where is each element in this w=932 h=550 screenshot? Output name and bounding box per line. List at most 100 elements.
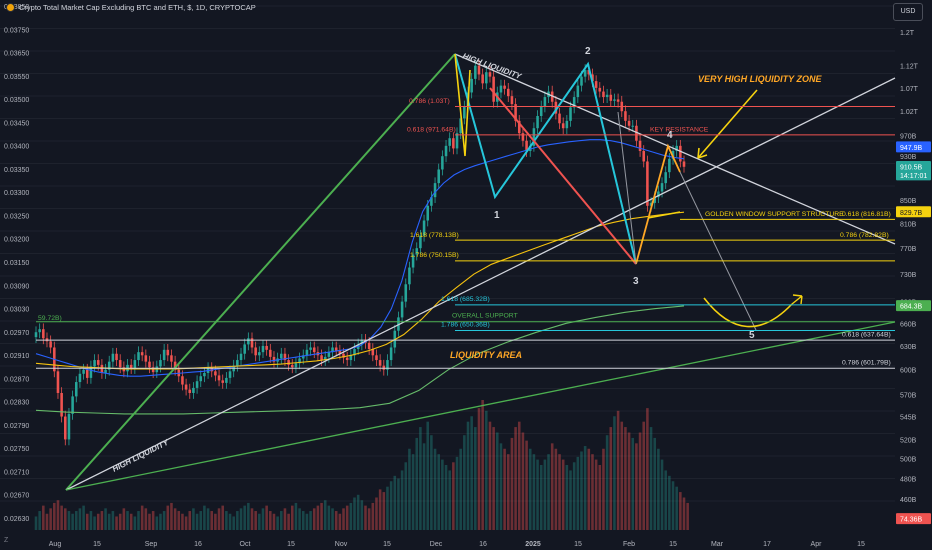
left-axis-tick: 0.03030 xyxy=(4,307,29,314)
moving-averages xyxy=(35,139,685,415)
price-badge xyxy=(896,169,931,181)
candle-body xyxy=(133,360,137,369)
candle-body xyxy=(265,345,268,350)
level-label: 1.786 (750.15B) xyxy=(410,252,459,259)
volume-bar xyxy=(572,462,576,530)
candle-body xyxy=(514,104,517,121)
volume-bar xyxy=(312,508,316,530)
volume-bar xyxy=(184,516,188,530)
volume-bar xyxy=(455,456,459,530)
sma-yellow-line xyxy=(35,211,685,370)
volume-bar xyxy=(506,454,510,530)
volume-bar xyxy=(232,516,235,530)
volume-bar xyxy=(400,470,404,530)
candle-body xyxy=(42,329,45,339)
volume-bar xyxy=(225,511,228,530)
annotation-label: LIQUIDITY AREA xyxy=(450,350,522,360)
x-axis-tick: 17 xyxy=(763,541,771,548)
left-axis-tick: 0.02910 xyxy=(4,353,29,360)
left-axis-tick: 0.03850 xyxy=(4,4,29,11)
candle-body xyxy=(598,87,602,92)
price-badge xyxy=(896,513,931,525)
candle-body xyxy=(129,364,133,369)
candle-body xyxy=(305,349,309,356)
volume-bar xyxy=(463,435,466,530)
right-axis-tick: 1.2T xyxy=(900,30,915,37)
candle-body xyxy=(444,145,448,157)
level-label: 0.786 (1.03T) xyxy=(409,98,450,105)
candle-body xyxy=(367,342,371,350)
candle-body xyxy=(415,248,419,255)
volume-bar xyxy=(569,470,572,530)
volume-bar xyxy=(265,505,268,530)
volume-bar xyxy=(301,511,305,530)
x-axis-tick: 15 xyxy=(669,541,677,548)
volume-bar xyxy=(349,502,353,530)
symbol-icon xyxy=(6,3,15,12)
annotation-label: HIGH LIQUIDITY xyxy=(461,51,523,81)
volume-bar xyxy=(430,435,433,530)
candle-body xyxy=(521,133,525,141)
volume-bar xyxy=(419,427,422,530)
volume-bar xyxy=(646,408,649,530)
right-axis-tick: 730B xyxy=(900,272,917,279)
candle-body xyxy=(89,366,93,378)
candle-body xyxy=(221,380,224,383)
volume-bar xyxy=(294,502,298,530)
x-axis-tick: 15 xyxy=(574,541,582,548)
x-axis-tick: Dec xyxy=(430,541,443,548)
candle-body xyxy=(679,145,682,162)
currency-button[interactable]: USD xyxy=(893,3,923,21)
candle-body xyxy=(100,364,104,373)
candle-body xyxy=(225,377,228,383)
resistance-trendline xyxy=(454,53,896,245)
volume-bar xyxy=(452,462,455,530)
candle-body xyxy=(602,91,605,98)
volume-bar xyxy=(466,421,470,530)
right-axis-tick: 480B xyxy=(900,476,917,483)
candle-body xyxy=(166,349,170,356)
price-badge xyxy=(896,300,931,312)
candle-body xyxy=(49,341,52,348)
candle-body xyxy=(576,85,580,98)
volume-bar xyxy=(488,421,492,530)
candle-body xyxy=(627,120,631,126)
candle-body xyxy=(587,70,591,75)
x-axis-tick: 16 xyxy=(194,541,202,548)
volume-bar xyxy=(408,448,411,530)
left-axis-tick: 0.03250 xyxy=(4,213,29,220)
volume-bar xyxy=(627,432,631,530)
candle-body xyxy=(411,254,415,268)
candle-body xyxy=(195,381,199,388)
chart-drawings xyxy=(65,53,896,491)
candle-body xyxy=(510,96,514,105)
volume-bar xyxy=(474,427,477,530)
candle-body xyxy=(269,349,272,357)
right-axis-tick: 520B xyxy=(900,437,917,444)
volume-bar xyxy=(554,448,558,530)
price-badge-label: 910.5B xyxy=(900,165,923,172)
volume-bar xyxy=(56,500,60,530)
price-badge xyxy=(896,206,931,218)
volume-bar xyxy=(624,427,627,530)
volume-bar xyxy=(177,511,181,530)
volume-bar xyxy=(353,497,356,530)
volume-bar xyxy=(272,513,276,530)
grid-lines xyxy=(0,5,895,502)
volume-bar xyxy=(638,432,642,530)
level-label: 0.618 (816.81B) xyxy=(842,211,891,218)
candle-body xyxy=(580,76,583,86)
volume-bar xyxy=(82,505,85,530)
volume-bar xyxy=(485,410,488,530)
candle-body xyxy=(499,85,503,93)
volume-bar xyxy=(250,508,254,530)
candle-body xyxy=(181,376,184,385)
volume-bar xyxy=(261,508,265,530)
volume-bar xyxy=(459,448,462,530)
wave-label: 4 xyxy=(667,130,673,141)
volume-bar xyxy=(298,508,301,530)
right-axis-tick: 600B xyxy=(900,368,917,375)
candle-body xyxy=(331,347,334,353)
left-axis-tick: 0.02830 xyxy=(4,400,29,407)
